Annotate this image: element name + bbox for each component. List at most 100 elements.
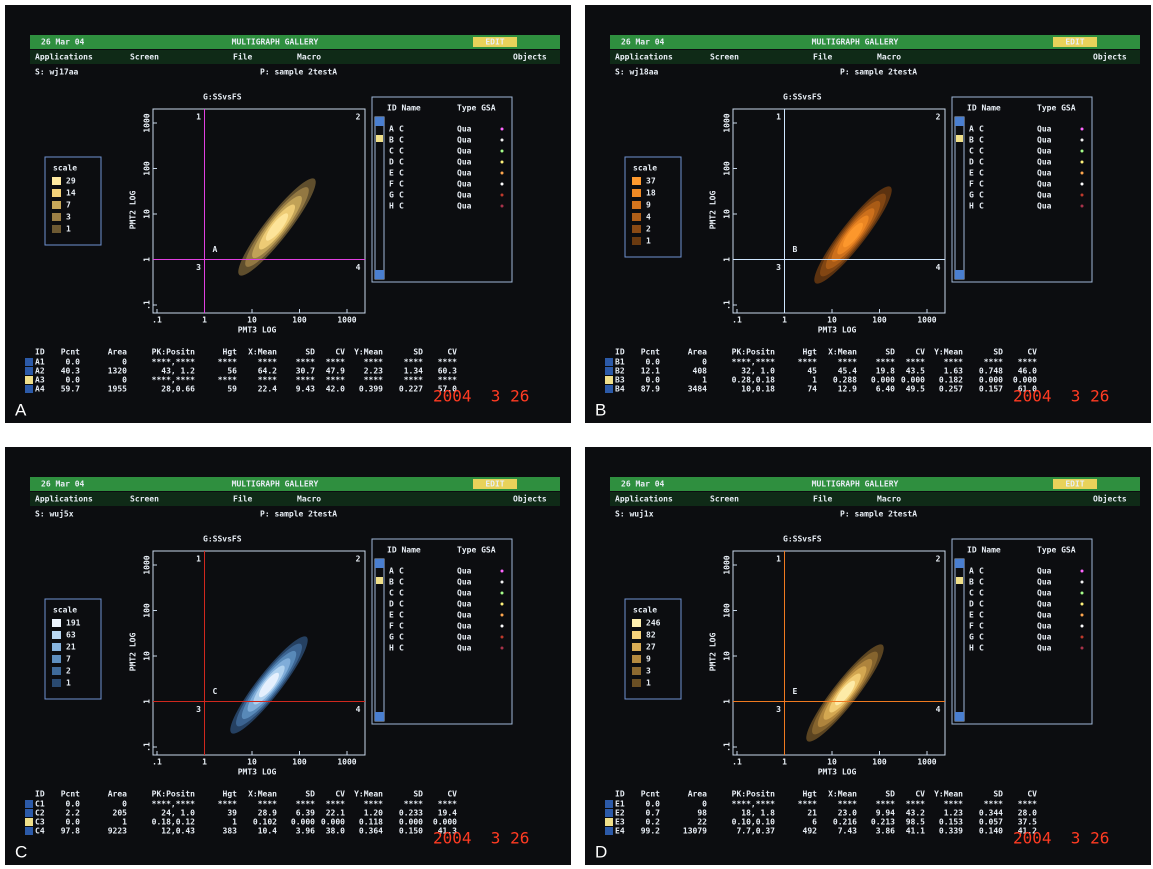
y-tick-label: .1 [723, 742, 732, 752]
stats-cell: **** [296, 358, 315, 367]
stats-cell: 22.1 [326, 809, 345, 818]
stats-cell: 13079 [683, 827, 707, 836]
row-selector[interactable] [25, 800, 33, 808]
stats-header: CV [915, 790, 925, 799]
region-type: Qua [457, 147, 472, 156]
menu-item[interactable]: Objects [513, 494, 547, 504]
region-id: D [969, 158, 974, 167]
stats-cell: 0 [702, 358, 707, 367]
x-tick-label: 10 [247, 758, 257, 767]
scroll-down[interactable] [375, 270, 384, 279]
region-dot [1080, 635, 1084, 639]
menu-item[interactable]: Applications [35, 52, 93, 62]
menu-item[interactable]: Macro [297, 495, 321, 504]
stats-cell: 6 [812, 818, 817, 827]
region-dot [1080, 646, 1084, 650]
x-tick-label: 1 [202, 758, 207, 767]
y-tick-label: 1 [723, 699, 732, 704]
menu-item[interactable]: Applications [615, 494, 673, 504]
stats-cell: 12.1 [641, 367, 660, 376]
y-tick-label: 1 [143, 257, 152, 262]
quadrant-label: 4 [936, 705, 941, 714]
menu-item[interactable]: File [233, 494, 252, 504]
title-bar [610, 35, 1140, 49]
stats-cell: 45.4 [838, 367, 857, 376]
stats-cell: **** [404, 376, 423, 385]
stats-cell: **** [876, 358, 895, 367]
menu-item[interactable]: Screen [710, 495, 739, 504]
region-name: C [979, 600, 984, 609]
row-selector[interactable] [605, 376, 613, 384]
row-selector[interactable] [605, 385, 613, 393]
x-tick-label: .1 [152, 316, 162, 325]
x-tick-label: 100 [292, 758, 307, 767]
menu-item[interactable]: Applications [35, 494, 93, 504]
region-id: A [969, 567, 974, 576]
menu-item[interactable]: File [233, 52, 252, 62]
row-selector[interactable] [25, 827, 33, 835]
menu-item[interactable]: Macro [877, 53, 901, 62]
region-type: Qua [1037, 202, 1052, 211]
menu-item[interactable]: File [813, 52, 832, 62]
scroll-up[interactable] [955, 559, 964, 568]
menu-item[interactable]: Macro [877, 495, 901, 504]
row-selector[interactable] [605, 367, 613, 375]
scroll-down[interactable] [955, 712, 964, 721]
region-type: Qua [1037, 611, 1052, 620]
row-selector[interactable] [605, 358, 613, 366]
scroll-down[interactable] [955, 270, 964, 279]
scale-value: 191 [66, 619, 81, 628]
x-tick-label: 100 [872, 758, 887, 767]
stats-header: Y:Mean [934, 348, 963, 357]
stats-cell: 60.3 [438, 367, 457, 376]
region-name: C [399, 202, 404, 211]
menu-item[interactable]: Objects [1093, 494, 1127, 504]
row-selector[interactable] [25, 809, 33, 817]
row-selector[interactable] [25, 818, 33, 826]
row-selector[interactable] [25, 358, 33, 366]
region-box [951, 96, 1093, 283]
menu-item[interactable]: Screen [710, 53, 739, 62]
region-type: Qua [1037, 125, 1052, 134]
stats-cell: **** [438, 800, 457, 809]
region-id: G [389, 191, 394, 200]
region-type: Qua [457, 180, 472, 189]
gate-label: A [213, 245, 218, 254]
row-selector[interactable] [25, 385, 33, 393]
stats-cell: 22 [697, 818, 707, 827]
stats-cell: **** [438, 376, 457, 385]
stats-cell: 0.0 [66, 376, 81, 385]
row-selector[interactable] [605, 827, 613, 835]
scroll-up[interactable] [375, 117, 384, 126]
stats-header: SD [993, 348, 1003, 357]
region-type: Qua [1037, 567, 1052, 576]
row-selector[interactable] [605, 818, 613, 826]
row-selector[interactable] [25, 367, 33, 375]
menu-item[interactable]: Macro [297, 53, 321, 62]
row-selector[interactable] [605, 809, 613, 817]
region-name: C [979, 633, 984, 642]
row-selector[interactable] [25, 376, 33, 384]
scroll-up[interactable] [375, 559, 384, 568]
region-dot [500, 580, 504, 584]
stats-cell: **** [326, 376, 345, 385]
region-name: C [979, 622, 984, 631]
menu-item[interactable]: Applications [615, 52, 673, 62]
stats-cell: 0.000 [979, 376, 1003, 385]
region-dot [1080, 624, 1084, 628]
menu-item[interactable]: Screen [130, 495, 159, 504]
stats-cell: **** [838, 358, 857, 367]
scroll-down[interactable] [375, 712, 384, 721]
stats-cell: 0.0 [646, 376, 661, 385]
scale-title: scale [53, 606, 77, 615]
scroll-up[interactable] [955, 117, 964, 126]
region-name: C [399, 180, 404, 189]
stats-cell: 0.257 [939, 385, 963, 394]
menu-item[interactable]: Objects [1093, 52, 1127, 62]
menu-item[interactable]: File [813, 494, 832, 504]
menu-item[interactable]: Screen [130, 53, 159, 62]
stats-cell: **** [364, 358, 383, 367]
region-type: Qua [457, 125, 472, 134]
row-selector[interactable] [605, 800, 613, 808]
menu-item[interactable]: Objects [513, 52, 547, 62]
